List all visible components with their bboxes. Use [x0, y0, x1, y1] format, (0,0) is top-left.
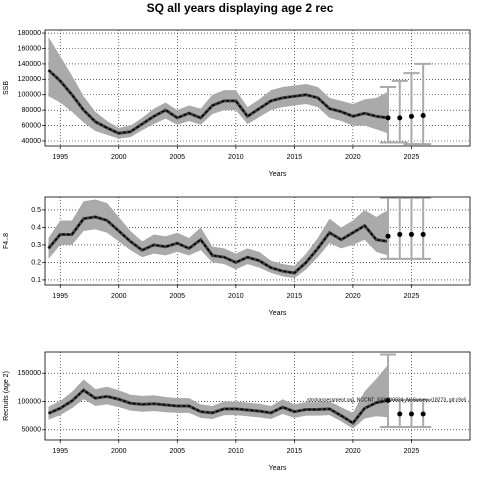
x-tick-label: 2025: [404, 154, 420, 161]
projection-point: [420, 113, 426, 119]
chart-title: SQ all years displaying age 2 rec: [147, 1, 334, 15]
y-tick-label: 100000: [18, 92, 41, 99]
confidence-band: [48, 199, 389, 279]
x-tick-label: 2015: [287, 154, 303, 161]
confidence-band: [48, 364, 389, 429]
y-tick-label: 40000: [22, 138, 42, 145]
x-axis-label: Years: [269, 465, 287, 472]
x-tick-label: 2000: [111, 293, 127, 300]
x-tick-label: 1995: [52, 293, 68, 300]
y-tick-label: 0.4: [31, 224, 41, 231]
x-tick-label: 1995: [52, 448, 68, 455]
y-tick-label: 80000: [22, 107, 42, 114]
x-tick-label: 2010: [228, 448, 244, 455]
y-tick-label: 120000: [18, 76, 41, 83]
projection-point: [397, 115, 403, 121]
x-tick-label: 2020: [345, 448, 361, 455]
x-tick-label: 2010: [228, 293, 244, 300]
y-tick-label: 50000: [22, 427, 42, 434]
x-tick-label: 2005: [170, 448, 186, 455]
projection-point: [420, 231, 426, 237]
projection-point: [408, 231, 414, 237]
plot-frame: [44, 351, 471, 441]
x-tick-label: 2015: [287, 448, 303, 455]
plot-frame: [44, 29, 471, 147]
y-axis-label: F4..8: [3, 233, 10, 249]
y-tick-label: 180000: [18, 30, 41, 37]
y-tick-label: 0.2: [31, 259, 41, 266]
projection-point: [385, 397, 391, 403]
annotation: stockassessment.org, NCCNT_SYWO0024_NoSu…: [307, 397, 466, 403]
estimate-line-dash: [48, 69, 389, 135]
projection-point: [385, 233, 391, 239]
x-tick-label: 2015: [287, 293, 303, 300]
estimate-line-dash: [48, 389, 389, 425]
y-axis-label: SSB: [3, 81, 10, 95]
x-tick-label: 2025: [404, 293, 420, 300]
x-tick-label: 2020: [345, 154, 361, 161]
x-tick-label: 2000: [111, 154, 127, 161]
y-tick-label: 60000: [22, 122, 42, 129]
projection-point: [420, 411, 426, 417]
x-tick-label: 1995: [52, 154, 68, 161]
x-tick-label: 2000: [111, 448, 127, 455]
y-tick-label: 0.5: [31, 207, 41, 214]
y-tick-label: 140000: [18, 61, 41, 68]
x-tick-label: 2020: [345, 293, 361, 300]
y-tick-label: 0.1: [31, 277, 41, 284]
x-tick-label: 2005: [170, 293, 186, 300]
y-tick-label: 160000: [18, 45, 41, 52]
x-axis-label: Years: [269, 171, 287, 178]
projection-point: [408, 411, 414, 417]
x-tick-label: 2005: [170, 154, 186, 161]
estimate-line-dash: [47, 216, 389, 274]
projection-point: [408, 113, 414, 119]
x-axis-label: Years: [269, 310, 287, 317]
projection-point: [385, 115, 391, 121]
projection-point: [397, 231, 403, 237]
y-tick-label: 150000: [18, 370, 41, 377]
y-axis-label: Recruits (age 2): [3, 371, 10, 421]
projection-point: [397, 411, 403, 417]
x-tick-label: 2025: [404, 448, 420, 455]
plot-frame: [44, 196, 471, 286]
y-tick-label: 0.3: [31, 242, 41, 249]
y-tick-label: 100000: [18, 398, 41, 405]
x-tick-label: 2010: [228, 154, 244, 161]
